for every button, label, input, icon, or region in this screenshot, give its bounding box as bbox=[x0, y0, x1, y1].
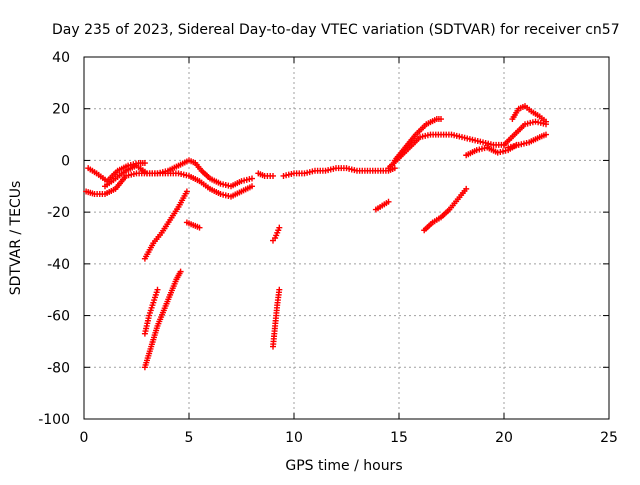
series-track-p bbox=[270, 224, 283, 244]
data-point bbox=[385, 198, 392, 205]
data-point bbox=[196, 224, 203, 231]
grid-layer bbox=[84, 57, 609, 419]
y-tick-label: -80 bbox=[47, 360, 70, 376]
y-axis-label: SDTVAR / TECUs bbox=[8, 181, 24, 296]
data-point bbox=[276, 286, 283, 293]
data-point bbox=[183, 188, 190, 195]
chart-title: Day 235 of 2023, Sidereal Day-to-day VTE… bbox=[52, 22, 620, 38]
y-tick-label: -100 bbox=[38, 412, 70, 428]
data-point bbox=[154, 286, 161, 293]
data-marks bbox=[83, 103, 549, 371]
tick-layer: 0 5 10 15 20 25 -100 -80 -60 -40 -20 0 20 40 bbox=[38, 50, 618, 446]
y-tick-label: 0 bbox=[61, 153, 70, 169]
series-track-o bbox=[183, 219, 203, 231]
series-track-m bbox=[141, 268, 184, 371]
data-point bbox=[543, 118, 549, 125]
x-axis-label: GPS time / hours bbox=[285, 458, 402, 474]
series-track-s bbox=[421, 185, 470, 234]
y-tick-label: -40 bbox=[47, 257, 70, 273]
y-tick-label: -60 bbox=[47, 309, 70, 325]
data-point bbox=[249, 183, 255, 190]
x-tick-label: 25 bbox=[600, 430, 618, 446]
x-tick-label: 5 bbox=[185, 430, 194, 446]
x-tick-label: 10 bbox=[285, 430, 303, 446]
data-point bbox=[391, 165, 398, 172]
series-track-c bbox=[85, 160, 148, 185]
data-point bbox=[463, 185, 470, 192]
data-point bbox=[141, 160, 148, 167]
series-track-k bbox=[505, 131, 549, 151]
series-track-n bbox=[141, 286, 161, 337]
series-track-g bbox=[391, 116, 444, 164]
series-track-b bbox=[102, 162, 255, 200]
x-tick-label: 20 bbox=[495, 430, 513, 446]
x-tick-label: 0 bbox=[80, 430, 89, 446]
series-track-d bbox=[255, 170, 276, 179]
series-track-j bbox=[509, 103, 549, 125]
y-tick-label: -20 bbox=[47, 205, 70, 221]
x-tick-label: 15 bbox=[390, 430, 408, 446]
series-track-e bbox=[280, 165, 398, 179]
data-point bbox=[276, 224, 283, 231]
series-track-i bbox=[501, 118, 549, 148]
series-track-q bbox=[270, 286, 283, 350]
data-point bbox=[270, 172, 276, 179]
series-track-r bbox=[372, 198, 392, 213]
series-track-l bbox=[141, 188, 190, 262]
data-point bbox=[543, 131, 549, 138]
y-tick-label: 40 bbox=[52, 50, 70, 66]
data-point bbox=[438, 116, 444, 123]
data-point bbox=[249, 175, 255, 182]
plot-frame bbox=[83, 56, 610, 420]
y-tick-label: 20 bbox=[52, 102, 70, 118]
data-point bbox=[177, 268, 184, 275]
